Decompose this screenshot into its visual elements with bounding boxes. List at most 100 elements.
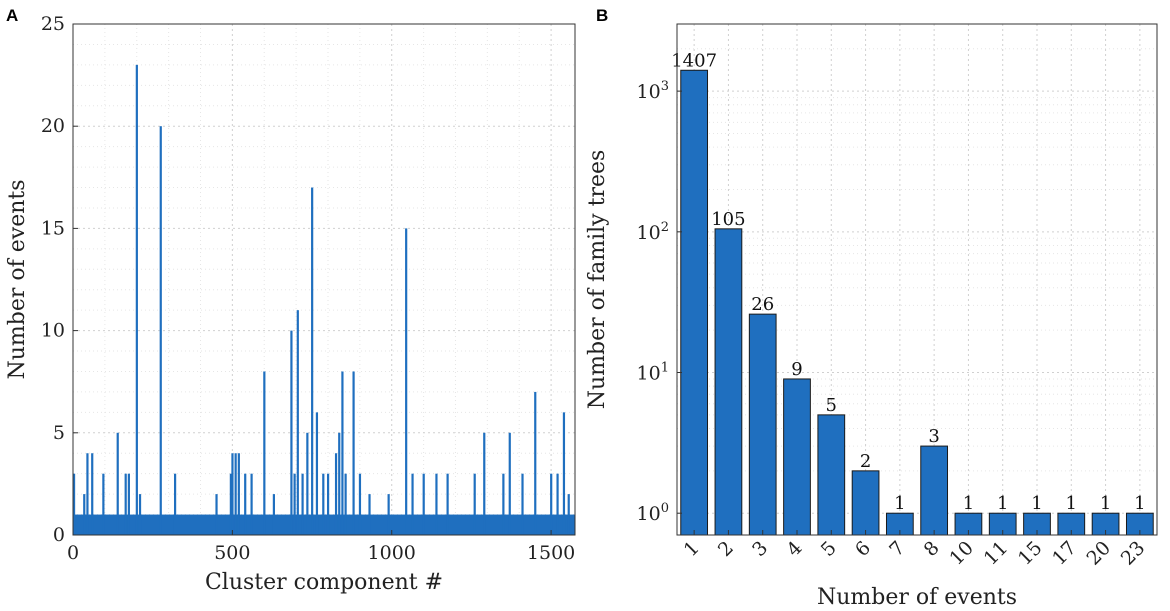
bar — [783, 378, 811, 536]
bar — [293, 473, 296, 535]
bar — [368, 494, 371, 535]
bar — [306, 432, 309, 535]
panel-a-grid — [72, 23, 575, 536]
bar — [508, 432, 511, 535]
bar — [244, 473, 247, 535]
data-label: 9 — [791, 359, 802, 380]
bar — [127, 473, 130, 535]
bar — [296, 310, 299, 535]
data-label: 1 — [1134, 493, 1145, 514]
panel-a-ticks: 0 5 10 15 20 25 0 500 1000 1500 — [41, 13, 575, 564]
bar — [405, 228, 408, 535]
bar — [102, 473, 105, 535]
panel-b-x-axis-label: Number of events — [817, 585, 1017, 610]
bar — [272, 494, 275, 535]
y-tick-label: 20 — [41, 115, 65, 137]
bar — [83, 494, 86, 535]
x-tick-label: 5 — [817, 537, 841, 561]
bar — [237, 453, 240, 535]
x-tick-label: 1 — [680, 537, 704, 561]
x-tick-label: 15 — [1014, 537, 1047, 570]
x-tick-label: 7 — [885, 537, 909, 561]
x-tick-label: 4 — [782, 537, 806, 561]
x-tick-label: 10 — [945, 537, 978, 570]
bar — [344, 473, 347, 535]
x-tick-label: 2 — [714, 537, 738, 561]
x-tick-label: 11 — [980, 537, 1013, 570]
bar — [851, 470, 880, 536]
panel-b-y-axis-label: Number of family trees — [585, 150, 610, 410]
bar — [301, 473, 304, 535]
y-tick-label: 102 — [637, 220, 669, 244]
x-tick-label: 20 — [1082, 537, 1115, 570]
x-tick-label: 6 — [851, 537, 875, 561]
bar — [138, 494, 142, 535]
bar — [315, 412, 319, 535]
bar — [334, 453, 338, 535]
bar — [411, 473, 414, 535]
bar — [556, 473, 559, 535]
bar — [124, 473, 127, 535]
bar — [714, 228, 743, 536]
bar — [311, 187, 314, 535]
bar — [422, 473, 425, 535]
x-tick-label: 1500 — [527, 542, 575, 564]
x-tick-label: 17 — [1048, 537, 1081, 570]
panel-a-y-axis-label: Number of events — [5, 179, 30, 379]
bar — [521, 473, 524, 535]
panel-a-x-axis-label: Cluster component # — [205, 570, 443, 595]
bar — [86, 453, 89, 535]
y-tick-label: 25 — [41, 13, 65, 35]
panel-b-bars: 1407 105 26 9 5 2 1 3 1 1 1 1 1 1 — [671, 50, 1154, 536]
bar — [534, 391, 537, 535]
bar — [446, 473, 449, 535]
data-label: 2 — [860, 451, 871, 472]
y-tick-label: 103 — [637, 79, 669, 103]
panel-b-label: B — [596, 6, 608, 25]
bar — [135, 64, 138, 535]
bar — [483, 432, 486, 535]
panel-a-bars — [72, 64, 575, 535]
bar — [250, 473, 253, 535]
y-tick-label: 5 — [53, 422, 65, 444]
y-tick-label: 15 — [41, 217, 65, 239]
bar — [341, 371, 344, 535]
bar — [680, 69, 709, 536]
panel-a-chart: 0 5 10 15 20 25 0 500 1000 1500 Cluster component… — [5, 13, 576, 595]
bar — [550, 473, 553, 535]
bar — [231, 453, 234, 535]
bar — [290, 330, 293, 535]
data-label: 5 — [826, 395, 837, 416]
bar — [435, 473, 438, 535]
bar — [72, 473, 76, 535]
bar — [352, 371, 355, 535]
data-label: 1 — [963, 493, 974, 514]
bar — [748, 313, 777, 536]
data-label: 1 — [1066, 493, 1077, 514]
x-tick-label: 500 — [214, 542, 250, 564]
data-label: 3 — [928, 426, 939, 447]
data-label: 1 — [894, 493, 905, 514]
x-tick-label: 3 — [748, 537, 772, 561]
bar — [358, 473, 362, 535]
data-label: 26 — [751, 294, 774, 315]
x-tick-label: 23 — [1117, 537, 1150, 570]
panel-a-frame — [72, 23, 576, 536]
data-label: 1407 — [671, 50, 717, 71]
y-tick-label: 101 — [637, 361, 669, 385]
panel-b-frame — [676, 23, 1158, 536]
data-label: 1 — [997, 493, 1008, 514]
bar — [234, 453, 237, 535]
bar — [91, 453, 94, 535]
panel-a-label: A — [6, 6, 18, 25]
bar — [562, 412, 566, 535]
bar — [215, 494, 218, 535]
bar — [116, 432, 119, 535]
bar — [159, 126, 162, 535]
y-tick-label: 100 — [637, 501, 669, 525]
bar — [920, 445, 949, 536]
bar — [567, 494, 570, 535]
x-tick-label: 0 — [67, 542, 79, 564]
bar — [322, 473, 325, 535]
